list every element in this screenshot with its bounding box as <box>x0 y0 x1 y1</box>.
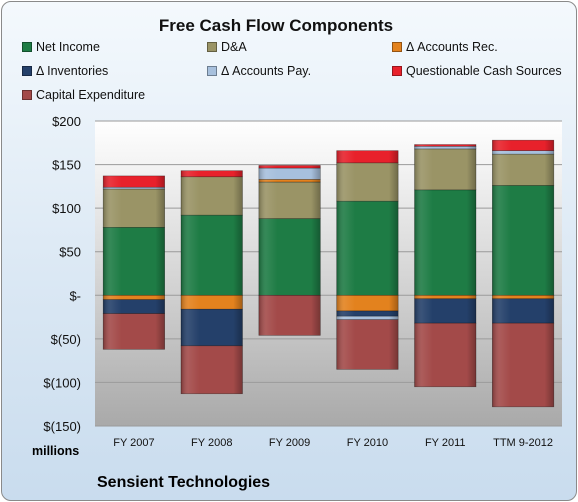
legend-item: D&A <box>207 39 247 55</box>
y-axis-ticks: $200 $150 $100 $50 $- $(50) $(100) $(150) <box>43 114 81 434</box>
bar-shading <box>414 298 476 324</box>
legend-item: Δ Inventories <box>22 63 108 79</box>
y-tick-label: $100 <box>52 201 81 216</box>
bar-shading <box>181 345 243 394</box>
legend-item: Net Income <box>22 39 100 55</box>
bar-shading <box>492 323 554 407</box>
y-tick-label: $- <box>69 288 81 303</box>
x-axis-ticks: FY 2007 FY 2008 FY 2009 FY 2010 FY 2011 TTM 9… <box>113 437 553 449</box>
legend-label: Questionable Cash Sources <box>406 64 562 78</box>
bar-shading <box>336 162 399 202</box>
bar-shading <box>414 189 476 296</box>
bar-shading <box>492 150 554 155</box>
gridlines <box>95 120 562 427</box>
plot-background <box>95 121 562 426</box>
bar-shading <box>103 227 165 296</box>
units-label: millions <box>32 444 80 458</box>
bar-shading <box>258 295 321 336</box>
legend-item: Capital Expenditure <box>22 87 145 103</box>
legend-label: Capital Expenditure <box>36 88 146 102</box>
legend-label: Net Income <box>36 40 100 54</box>
legend-swatch-net-income <box>22 41 32 52</box>
legend-swatch-questionable <box>392 65 402 76</box>
legend-item: Questionable Cash Sources <box>392 63 562 79</box>
bar-shading <box>336 201 399 296</box>
bar-shading <box>492 154 554 186</box>
bar-shading <box>414 295 476 299</box>
y-tick-label: $50 <box>59 245 81 260</box>
bar-shading <box>414 146 476 149</box>
bar-shading <box>258 165 321 169</box>
legend-label: Δ Accounts Pay. <box>221 64 312 78</box>
y-tick-label: $(100) <box>43 375 81 390</box>
bar-shading <box>492 185 554 296</box>
y-tick-label: $200 <box>52 114 81 129</box>
bar-shading <box>103 299 165 314</box>
x-tick-label: FY 2011 <box>425 437 466 449</box>
x-tick-label: FY 2007 <box>113 437 154 449</box>
bar-shading <box>103 175 165 188</box>
bar-shading <box>181 170 243 177</box>
y-tick-label: $150 <box>52 158 81 173</box>
bar-shading <box>258 182 321 219</box>
y-tick-label: $(150) <box>43 419 81 434</box>
legend-label: Δ Accounts Rec. <box>406 40 498 54</box>
bar-shading <box>181 176 243 216</box>
legend-swatch-inventories <box>22 65 32 76</box>
legend-label: Δ Inventories <box>36 64 109 78</box>
bar-shading <box>414 144 476 147</box>
legend-label: D&A <box>221 40 247 54</box>
company-name: Sensient Technologies <box>97 474 271 491</box>
bar-shading <box>258 168 321 180</box>
legend-swatch-capex <box>22 89 32 100</box>
x-tick-label: TTM 9-2012 <box>493 437 553 449</box>
legend-item: Δ Accounts Rec. <box>392 39 498 55</box>
bar-shading <box>336 295 399 311</box>
bar-shading <box>258 218 321 296</box>
legend-swatch-accounts-pay <box>207 65 217 76</box>
x-tick-label: FY 2010 <box>347 437 388 449</box>
bar-shading <box>336 316 399 320</box>
bar-shading <box>181 215 243 296</box>
y-tick-label: $(50) <box>51 332 81 347</box>
bar-shading <box>414 323 476 387</box>
bar-shading <box>258 179 321 182</box>
x-tick-label: FY 2009 <box>269 437 310 449</box>
bar-shading <box>181 309 243 346</box>
legend-item: Δ Accounts Pay. <box>207 63 311 79</box>
bar-shading <box>492 298 554 324</box>
bar-shading <box>103 313 165 350</box>
legend-swatch-accounts-rec <box>392 41 402 52</box>
x-tick-label: FY 2008 <box>191 437 232 449</box>
bar-shading <box>103 295 165 300</box>
bar-group <box>102 139 555 408</box>
bar-shading <box>181 295 243 310</box>
bar-shading <box>336 310 399 317</box>
bar-shading <box>103 187 165 189</box>
bar-shading <box>492 295 554 299</box>
bar-shading <box>336 319 399 370</box>
legend-swatch-da <box>207 41 217 52</box>
bar-shading <box>414 148 476 190</box>
chart-title: Free Cash Flow Components <box>158 16 394 35</box>
bar-shading <box>336 150 399 163</box>
bar-shading <box>103 188 165 228</box>
bar-shading <box>492 140 554 151</box>
